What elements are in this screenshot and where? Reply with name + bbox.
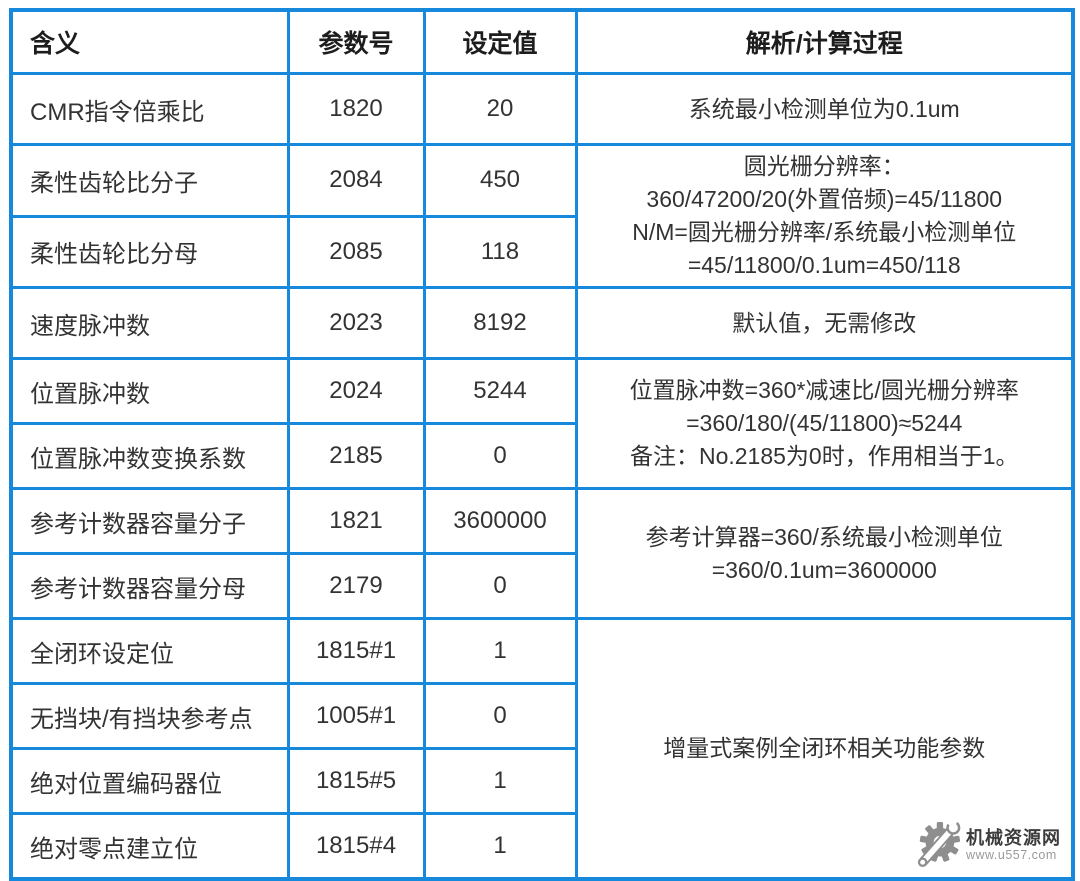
param-no-cell: 1820 [286,72,426,146]
set-value-cell: 3600000 [422,487,578,555]
analysis-line: =360/180/(45/11800)≈5244 [686,410,963,436]
analysis-line: 默认值，无需修改 [732,309,917,336]
meaning-cell: 绝对位置编码器位 [9,747,290,815]
param-no-cell: 2023 [286,286,426,360]
header-set-value: 设定值 [422,8,578,75]
analysis-line: =360/0.1um=3600000 [711,556,937,583]
meaning-cell: 柔性齿轮比分母 [9,214,290,289]
set-value-cell: 0 [422,682,578,750]
header-param-no: 参数号 [286,8,426,75]
analysis-line: N/M=圆光栅分辨率/系统最小检测单位 [632,219,1017,245]
meaning-cell: 全闭环设定位 [9,617,290,685]
header-meaning: 含义 [9,8,290,75]
analysis-cell: 参考计算器=360/系统最小检测单位 =360/0.1um=3600000 [574,487,1075,620]
watermark-site-url: www.u557.com [966,847,1057,862]
analysis-cell: 圆光栅分辨率： 360/47200/20(外置倍频)=45/11800 N/M=… [574,143,1075,289]
header-row: 含义 参数号 设定值 解析/计算过程 [9,8,1075,75]
header-analysis: 解析/计算过程 [574,8,1075,75]
table-row: 全闭环设定位 1815#1 1 增量式案例全闭环相关功能参数 [9,617,1075,881]
table-row: 位置脉冲数 2024 5244 位置脉冲数=360*减速比/圆光栅分辨率 =36… [9,357,1075,490]
param-no-cell: 2179 [286,552,426,620]
table-row: 参考计数器容量分母 2179 0 [9,552,1073,620]
meaning-cell: 参考计数器容量分母 [9,552,290,620]
table-row: 无挡块/有挡块参考点 1005#1 0 [9,682,1073,750]
param-no-cell: 1815#1 [286,617,426,685]
meaning-cell: 柔性齿轮比分子 [9,143,290,218]
set-value-cell: 118 [422,214,578,289]
param-no-cell: 1815#5 [286,747,426,815]
analysis-line: 圆光栅分辨率： [743,153,905,179]
meaning-cell: CMR指令倍乘比 [9,72,290,146]
analysis-line: =45/11800/0.1um=450/118 [687,252,961,278]
meaning-cell: 无挡块/有挡块参考点 [9,682,290,750]
watermark: 机械资源网 www.u557.com [915,820,1061,869]
page: 含义 参数号 设定值 解析/计算过程 CMR指令倍乘比 1820 20 系统最小… [9,8,1075,881]
set-value-cell: 1 [422,617,578,685]
table-row: 柔性齿轮比分子 2084 450 圆光栅分辨率： 360/47200/20(外置… [9,143,1075,289]
meaning-cell: 参考计数器容量分子 [9,487,290,555]
watermark-site-name: 机械资源网 [966,827,1061,848]
meaning-cell: 位置脉冲数 [9,357,290,425]
set-value-cell: 5244 [422,357,578,425]
param-no-cell: 1821 [286,487,426,555]
analysis-line: 360/47200/20(外置倍频)=45/11800 [646,186,1003,212]
table-row: 绝对位置编码器位 1815#5 1 [9,747,1073,815]
meaning-cell: 绝对零点建立位 [9,812,290,881]
param-no-cell: 1815#4 [286,812,426,881]
param-no-cell: 2024 [286,357,426,425]
table-row: 位置脉冲数变换系数 2185 0 [9,422,1073,490]
gear-wrench-icon [915,820,961,869]
set-value-cell: 1 [422,812,578,881]
set-value-cell: 0 [422,552,578,620]
param-no-cell: 2085 [286,214,426,289]
set-value-cell: 450 [422,143,578,218]
analysis-cell: 位置脉冲数=360*减速比/圆光栅分辨率 =360/180/(45/11800)… [574,357,1075,490]
set-value-cell: 0 [422,422,578,490]
parameter-table: 含义 参数号 设定值 解析/计算过程 CMR指令倍乘比 1820 20 系统最小… [9,8,1075,881]
analysis-cell: 默认值，无需修改 [574,286,1075,360]
set-value-cell: 1 [422,747,578,815]
analysis-line: 增量式案例全闭环相关功能参数 [663,735,986,761]
table-row: 速度脉冲数 2023 8192 默认值，无需修改 [9,286,1075,360]
param-no-cell: 2084 [286,143,426,218]
meaning-cell: 位置脉冲数变换系数 [9,422,290,490]
param-no-cell: 1005#1 [286,682,426,750]
param-no-cell: 2185 [286,422,426,490]
meaning-cell: 速度脉冲数 [9,286,290,360]
table-row: 柔性齿轮比分母 2085 118 [9,214,1073,289]
analysis-line: 备注：No.2185为0时，作用相当于1。 [629,443,1019,469]
analysis-cell: 系统最小检测单位为0.1um [574,72,1075,146]
analysis-line: 参考计算器=360/系统最小检测单位 [645,523,1003,550]
set-value-cell: 8192 [422,286,578,360]
set-value-cell: 20 [422,72,578,146]
analysis-line: 系统最小检测单位为0.1um [688,95,960,122]
analysis-cell: 增量式案例全闭环相关功能参数 [574,617,1075,881]
analysis-line: 位置脉冲数=360*减速比/圆光栅分辨率 [629,377,1019,403]
table-row: CMR指令倍乘比 1820 20 系统最小检测单位为0.1um [9,72,1075,146]
table-row: 参考计数器容量分子 1821 3600000 参考计算器=360/系统最小检测单… [9,487,1075,620]
